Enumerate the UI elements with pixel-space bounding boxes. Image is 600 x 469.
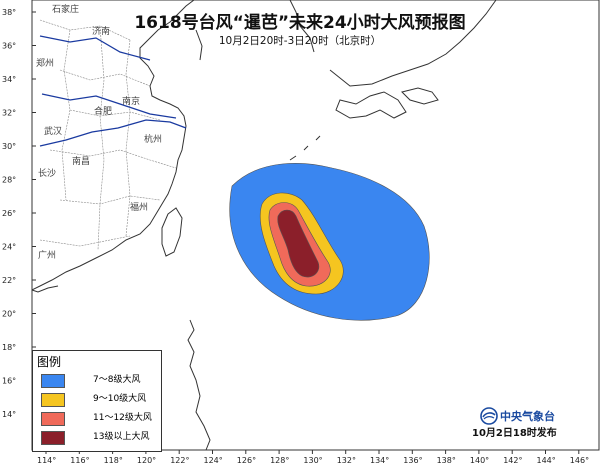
legend-item-11-12: 11～12级大风 <box>41 411 159 426</box>
city-jinan: 济南 <box>92 25 110 37</box>
issue-time: 10月2日18时发布 <box>472 428 557 439</box>
city-wuhan: 武汉 <box>44 125 62 137</box>
lat-tick-label: 30° <box>2 142 16 151</box>
province-boundaries <box>39 19 177 251</box>
city-labels: 石家庄 济南 郑州 合肥 南京 武汉 杭州 长沙 南昌 福州 广州 <box>36 3 162 261</box>
lon-tick-label: 114° <box>37 456 56 465</box>
lat-tick-label: 22° <box>2 276 16 285</box>
lon-tick-label: 118° <box>104 456 123 465</box>
legend-label-13-plus: 13级以上大风 <box>93 432 150 442</box>
latitude-ticks: 38° 36° 34° 32° 30° 28° 26° 24° 22° 20° 18° 16° 14° <box>2 8 36 419</box>
lat-tick-label: 20° <box>2 310 16 319</box>
legend-item-9-10: 9～10级大风 <box>41 392 159 407</box>
lon-tick-label: 134° <box>370 456 389 465</box>
legend: 图例 7～8级大风 9～10级大风 11～12级大风 13级以上大风 <box>32 350 162 452</box>
city-zhengzhou: 郑州 <box>36 57 54 69</box>
lon-tick-label: 128° <box>270 456 289 465</box>
lat-tick-label: 16° <box>2 377 16 386</box>
rivers <box>39 35 187 147</box>
map-subtitle: 10月2日20时-3日20时（北京时） <box>218 35 382 47</box>
city-hangzhou: 杭州 <box>144 133 162 145</box>
lon-tick-label: 126° <box>237 456 256 465</box>
city-guangzhou: 广州 <box>38 249 56 261</box>
coastline-mainland <box>31 0 195 293</box>
city-changsha: 长沙 <box>38 167 56 179</box>
lon-tick-label: 120° <box>137 456 156 465</box>
lon-tick-label: 122° <box>170 456 189 465</box>
lon-tick-label: 130° <box>303 456 322 465</box>
lat-tick-label: 38° <box>2 8 16 17</box>
lat-tick-label: 28° <box>2 176 16 185</box>
legend-swatch-13-plus <box>41 431 65 445</box>
legend-swatch-11-12 <box>41 412 65 426</box>
lon-tick-label: 116° <box>70 456 89 465</box>
wind-zones <box>229 163 430 321</box>
wind-zone-13-plus <box>277 209 320 278</box>
legend-item-13-plus: 13级以上大风 <box>41 430 159 445</box>
city-fuzhou: 福州 <box>130 201 148 213</box>
lat-tick-label: 36° <box>2 42 16 51</box>
lat-tick-label: 26° <box>2 209 16 218</box>
city-shijiazhuang: 石家庄 <box>52 3 79 15</box>
legend-swatch-9-10 <box>41 393 65 407</box>
lat-tick-label: 34° <box>2 75 16 84</box>
city-nanjing: 南京 <box>122 95 140 107</box>
lon-tick-label: 146° <box>570 456 589 465</box>
legend-title: 图例 <box>37 355 62 369</box>
agency-name: 中央气象台 <box>500 410 555 423</box>
legend-label-11-12: 11～12级大风 <box>93 413 152 423</box>
map-title: 1618号台风“暹芭”未来24小时大风预报图 <box>134 13 466 33</box>
lat-tick-label: 18° <box>2 343 16 352</box>
legend-label-7-8: 7～8级大风 <box>93 375 141 385</box>
lon-tick-label: 132° <box>337 456 356 465</box>
lon-tick-label: 142° <box>503 456 522 465</box>
city-nanchang: 南昌 <box>72 155 90 167</box>
longitude-ticks: 114° 116° 118° 120° 122° 124° 126° 128° 130° 132°… <box>37 450 589 465</box>
legend-item-7-8: 7～8级大风 <box>41 373 159 388</box>
coastline-east <box>187 0 497 451</box>
lat-tick-label: 24° <box>2 243 16 252</box>
city-hefei: 合肥 <box>94 105 112 117</box>
legend-swatch-7-8 <box>41 374 65 388</box>
taiwan-island <box>161 207 183 257</box>
lat-tick-label: 32° <box>2 109 16 118</box>
lon-tick-label: 138° <box>437 456 456 465</box>
lon-tick-label: 140° <box>470 456 489 465</box>
lon-tick-label: 144° <box>537 456 556 465</box>
lat-tick-label: 14° <box>2 410 16 419</box>
cma-logo-icon <box>480 407 498 425</box>
lon-tick-label: 136° <box>403 456 422 465</box>
lon-tick-label: 124° <box>204 456 223 465</box>
legend-label-9-10: 9～10级大风 <box>93 394 147 404</box>
agency-logo: 中央气象台 <box>480 405 580 427</box>
